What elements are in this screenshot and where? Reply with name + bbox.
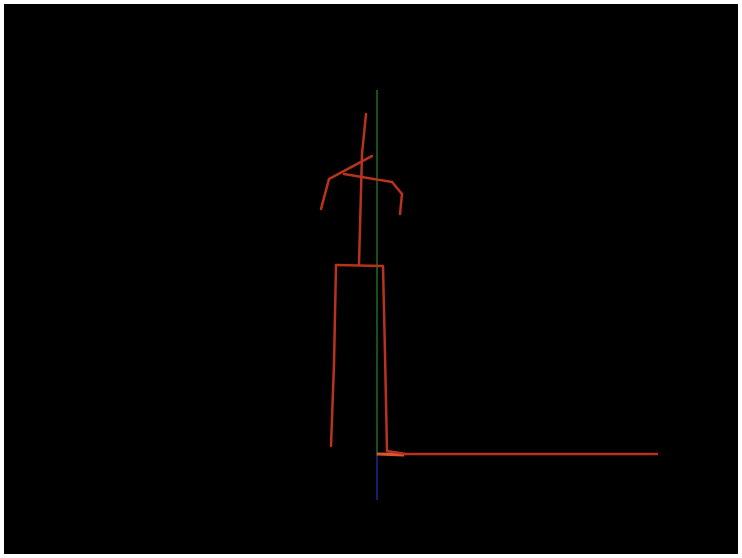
hip-bone [334, 263, 385, 268]
floor-origin-highlight [376, 452, 405, 457]
viewport-canvas[interactable]: stick-figure-skeleton axis-lines floor-l… [4, 4, 738, 554]
left-shin-bone [329, 362, 336, 448]
stick-figure-skeleton [319, 112, 408, 456]
shoulder-right-bone [342, 172, 394, 184]
right-shin-bone [383, 352, 389, 453]
neck-bone [360, 112, 368, 156]
shoulder-left-bone [327, 154, 374, 181]
left-arm-bone [319, 177, 331, 211]
right-forearm-bone [398, 192, 404, 216]
left-thigh-bone [332, 263, 338, 366]
3d-scene [108, 88, 658, 500]
right-foot-bone [385, 449, 408, 456]
right-thigh-bone [381, 264, 387, 356]
right-upper-arm-bone [390, 180, 404, 196]
spine-bone [357, 152, 364, 266]
